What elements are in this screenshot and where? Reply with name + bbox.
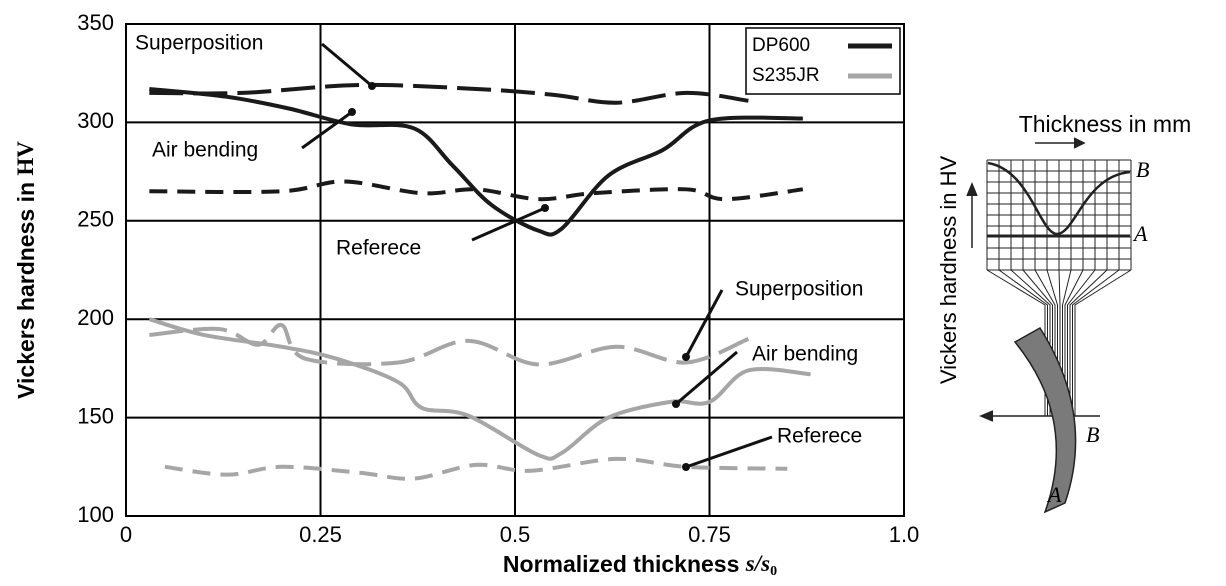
label-bg — [334, 236, 424, 260]
x-tick-label: 1.0 — [889, 522, 920, 547]
x-tick-label: 0 — [120, 522, 132, 547]
arrows — [966, 137, 1100, 422]
diagram-label: B — [1136, 157, 1149, 182]
x-tick-label: 0.75 — [688, 522, 731, 547]
callout-line — [685, 435, 773, 469]
mesh-line — [1067, 269, 1096, 416]
callout-dot — [348, 108, 356, 116]
annotation: Referece — [777, 425, 862, 448]
y-axis-title-text: Vickers hardness in — [13, 182, 39, 399]
y-axis-title: Vickers hardness in HV — [13, 141, 39, 399]
data-line — [164, 456, 788, 481]
y-tick-label: 100 — [77, 502, 114, 527]
x-tick-label: 0.5 — [500, 522, 531, 547]
callout-line — [321, 42, 373, 88]
y-axis-unit: HV — [13, 141, 38, 176]
data-line — [148, 317, 811, 461]
x-axis-subscript: 0 — [770, 564, 777, 579]
bent-strip — [1013, 326, 1077, 514]
diagram-y-label: Vickers hardness in HV — [936, 156, 961, 385]
legend-box — [745, 27, 901, 95]
callout-dot — [368, 82, 376, 90]
mesh-line — [1074, 269, 1132, 416]
diagram-label: A — [1132, 221, 1148, 246]
y-tick-label: 250 — [77, 207, 114, 232]
diagram-label: A — [1046, 482, 1062, 507]
schematic: Vickers hardness in HV Thickness in mm B… — [936, 111, 1192, 514]
annotation: Superposition — [735, 278, 863, 301]
y-tick-label: 300 — [77, 108, 114, 133]
legend-label: DP600 — [752, 35, 810, 56]
plot-frame — [125, 23, 905, 517]
diagram-label: B — [1086, 422, 1099, 447]
callout-line — [684, 289, 724, 358]
label-bg — [150, 138, 261, 162]
label-bg — [775, 424, 865, 448]
callout-line — [675, 350, 738, 406]
y-tick-label: 350 — [77, 10, 114, 35]
callout-dot — [672, 400, 680, 408]
x-axis-title-text: Normalized thickness — [503, 551, 739, 577]
label-bg — [750, 342, 861, 366]
annotation: Superposition — [135, 32, 263, 55]
callout-line — [301, 110, 353, 150]
x-tick-label: 0.25 — [299, 522, 342, 547]
mesh-line — [1072, 269, 1120, 416]
callout-dot — [541, 204, 549, 212]
data-line — [149, 86, 803, 237]
legend-label: S235JR — [752, 65, 820, 86]
data-line — [149, 179, 804, 202]
callout-line — [471, 206, 546, 242]
x-axis-symbol: s/s — [745, 551, 770, 576]
callout-dot — [682, 353, 690, 361]
hardness-curve — [987, 161, 1131, 236]
label-bg — [733, 277, 866, 301]
annotation: Air bending — [752, 343, 858, 366]
y-tick-label: 150 — [77, 403, 114, 428]
x-axis-title: Normalized thickness s/s0 — [503, 551, 777, 579]
label-bg — [133, 31, 266, 55]
data-line — [149, 323, 750, 367]
mesh-line — [1069, 269, 1108, 416]
callout-dot — [682, 463, 690, 471]
y-tick-label: 200 — [77, 305, 114, 330]
annotation: Referece — [336, 237, 421, 260]
data-line — [149, 82, 749, 105]
annotation: Air bending — [152, 139, 258, 162]
diagram-x-label: Thickness in mm — [1019, 111, 1192, 137]
